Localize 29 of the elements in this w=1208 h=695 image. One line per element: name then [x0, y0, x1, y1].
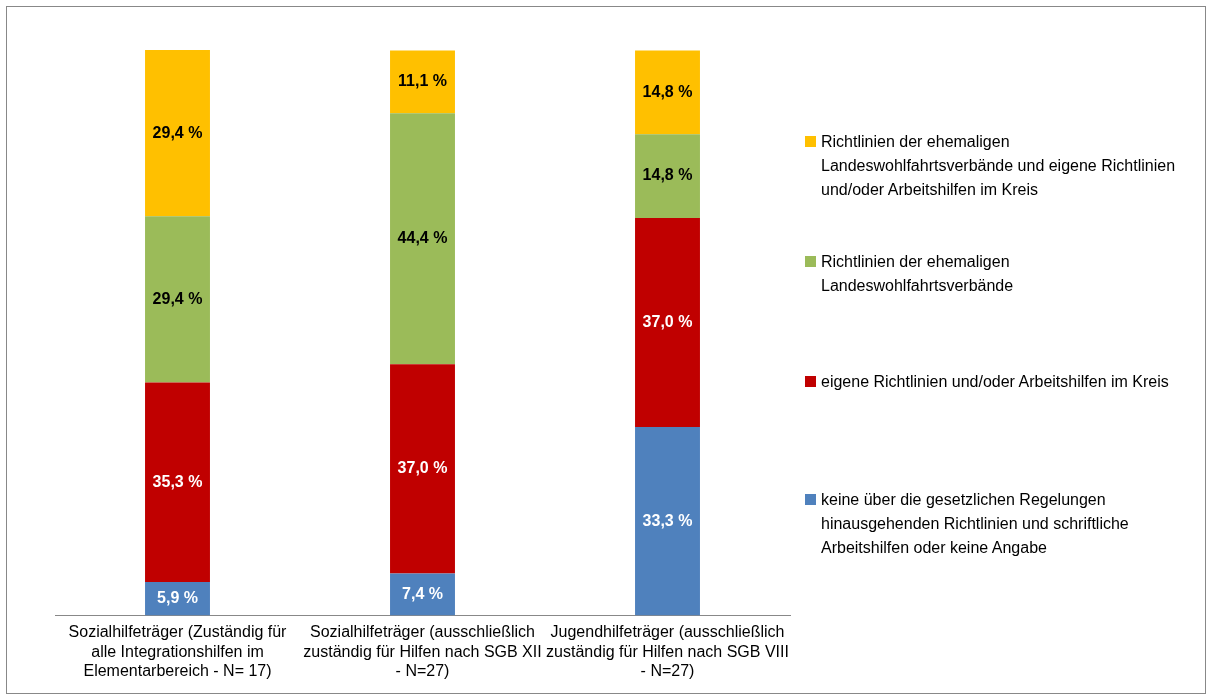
bar: [390, 364, 455, 574]
data-label: 37,0 %: [397, 459, 448, 477]
bar: [390, 113, 455, 365]
x-tick-label: Jugendhilfeträger (ausschließlich zuständig für Hilfen nach SGB VIII - N=27): [546, 623, 789, 679]
bar: [635, 134, 700, 218]
bar: [145, 50, 210, 217]
data-label: 7,4 %: [402, 584, 443, 602]
legend-label: Richtlinien der ehemaligen Landeswohlfahrtsverbände und eigene Richtlinien und/oder Arbeitshilfen im Kreis: [821, 132, 1177, 200]
bar: [145, 216, 210, 383]
legend-label: Richtlinien der ehemaligen Landeswohlfahrtsverbände: [821, 252, 1015, 296]
bar: [635, 50, 700, 135]
bar: [390, 50, 455, 114]
bar: [635, 427, 700, 616]
data-label: 29,4 %: [152, 123, 203, 141]
data-label: 37,0 %: [642, 312, 693, 330]
legend-label: eigene Richtlinien und/oder Arbeitshilfen im Kreis: [821, 372, 1169, 392]
data-label: 5,9 %: [157, 589, 198, 607]
legend-label: keine über die gesetzlichen Regelungen hinausgehenden Richtlinien und schriftliche Arbeitshilfen oder keine Angabe: [821, 490, 1130, 558]
bar: [635, 217, 700, 428]
data-label: 29,4 %: [152, 289, 203, 307]
data-label: 14,8 %: [642, 166, 693, 184]
x-tick-label: Sozialhilfeträger (ausschließlich zuständig für Hilfen nach SGB XII - N=27): [303, 623, 542, 679]
data-label: 11,1 %: [398, 72, 447, 90]
data-label: 14,8 %: [642, 82, 693, 100]
data-label: 35,3 %: [152, 472, 203, 490]
bar: [145, 382, 210, 583]
x-tick-label: Sozialhilfeträger (Zuständig für alle Integrationshilfen im Elementarbereich - N= 17): [68, 623, 288, 679]
data-label: 44,4 %: [397, 229, 448, 247]
data-label: 33,3 %: [642, 511, 693, 529]
